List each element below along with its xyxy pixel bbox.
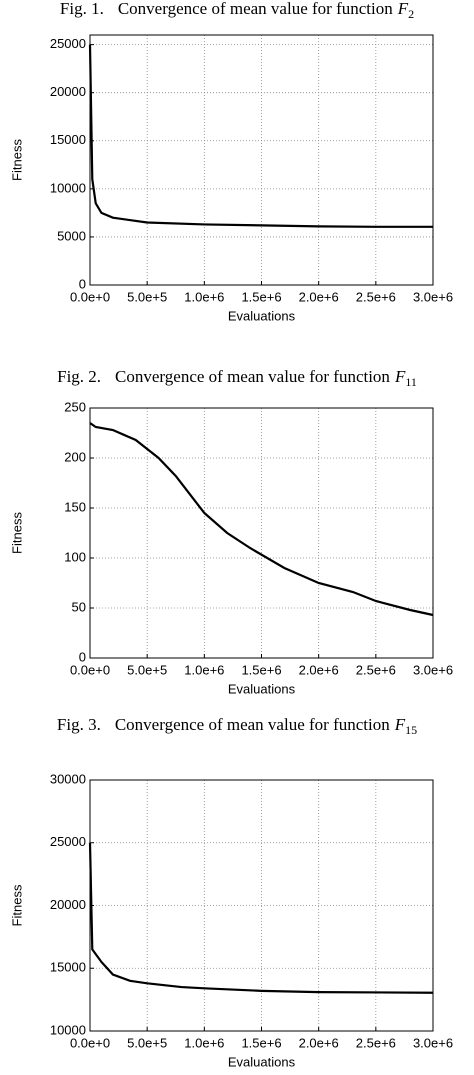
x-axis-label: Evaluations — [228, 1054, 296, 1069]
plot-frame — [89, 34, 434, 286]
y-tick-label: 25000 — [50, 834, 86, 849]
caption-text: Convergence of mean value for function — [115, 367, 390, 386]
x-tick-label: 5.0e+5 — [127, 289, 167, 304]
y-tick-label: 0 — [79, 649, 86, 664]
x-tick-label: 2.5e+6 — [356, 662, 396, 677]
x-tick-label: 1.0e+6 — [184, 1035, 224, 1050]
caption-func: F — [394, 715, 406, 734]
x-tick-label: 1.0e+6 — [184, 662, 224, 677]
y-tick-label: 100 — [64, 549, 86, 564]
x-tick-label: 0.0e+0 — [70, 289, 110, 304]
y-tick-label: 250 — [64, 399, 86, 414]
x-tick-label: 5.0e+5 — [127, 662, 167, 677]
y-tick-label: 0 — [79, 276, 86, 291]
x-tick-label: 2.0e+6 — [299, 1035, 339, 1050]
caption-sub: 2 — [408, 7, 414, 21]
caption: Fig. 2. Convergence of mean value for fun… — [57, 367, 417, 389]
caption-sub: 11 — [405, 375, 417, 389]
x-axis-label: Evaluations — [228, 681, 296, 696]
caption-label: Fig. 2. — [57, 367, 101, 386]
caption: Fig. 1. Convergence of mean value for fun… — [60, 0, 414, 21]
line-series — [89, 422, 434, 617]
x-tick-label: 2.5e+6 — [356, 1035, 396, 1050]
x-tick-label: 5.0e+5 — [127, 1035, 167, 1050]
x-axis-label: Evaluations — [228, 308, 296, 323]
caption-label: Fig. 3. — [57, 715, 101, 734]
y-tick-label: 25000 — [50, 36, 86, 51]
x-tick-label: 1.5e+6 — [241, 662, 281, 677]
y-tick-label: 50 — [72, 599, 86, 614]
chart: Fig. 3. Convergence of mean value for fun… — [9, 715, 453, 1070]
x-tick-label: 0.0e+0 — [70, 1035, 110, 1050]
line-series — [88, 44, 433, 228]
y-tick-label: 30000 — [50, 771, 86, 786]
caption: Fig. 3. Convergence of mean value for fun… — [57, 715, 417, 737]
caption-sub: 15 — [405, 723, 417, 737]
y-tick-label: 5000 — [57, 228, 86, 243]
y-axis-label: Fitness — [9, 139, 24, 181]
plot-frame — [89, 407, 434, 659]
x-tick-label: 1.5e+6 — [241, 289, 281, 304]
y-tick-label: 20000 — [50, 84, 86, 99]
chart: Fig. 2. Convergence of mean value for fun… — [9, 367, 453, 697]
x-tick-label: 3.0e+6 — [413, 1035, 453, 1050]
caption-text: Convergence of mean value for function — [118, 0, 393, 18]
y-axis-label: Fitness — [9, 884, 24, 926]
x-tick-label: 2.0e+6 — [299, 289, 339, 304]
plot-frame — [89, 779, 434, 1032]
caption-func: F — [394, 367, 406, 386]
line-series — [88, 842, 434, 994]
x-tick-label: 3.0e+6 — [413, 662, 453, 677]
chart: Fig. 1. Convergence of mean value for fun… — [9, 0, 453, 323]
x-tick-label: 2.0e+6 — [299, 662, 339, 677]
y-tick-label: 10000 — [50, 1022, 86, 1037]
y-tick-label: 15000 — [50, 960, 86, 975]
caption-text: Convergence of mean value for function — [115, 715, 390, 734]
y-tick-label: 10000 — [50, 180, 86, 195]
y-axis-label: Fitness — [9, 512, 24, 554]
caption-func: F — [397, 0, 409, 18]
x-tick-label: 2.5e+6 — [356, 289, 396, 304]
x-tick-label: 0.0e+0 — [70, 662, 110, 677]
y-tick-label: 200 — [64, 449, 86, 464]
y-tick-label: 150 — [64, 499, 86, 514]
x-tick-label: 1.0e+6 — [184, 289, 224, 304]
x-tick-label: 3.0e+6 — [413, 289, 453, 304]
y-tick-label: 20000 — [50, 897, 86, 912]
caption-label: Fig. 1. — [60, 0, 104, 18]
y-tick-label: 15000 — [50, 132, 86, 147]
x-tick-label: 1.5e+6 — [241, 1035, 281, 1050]
